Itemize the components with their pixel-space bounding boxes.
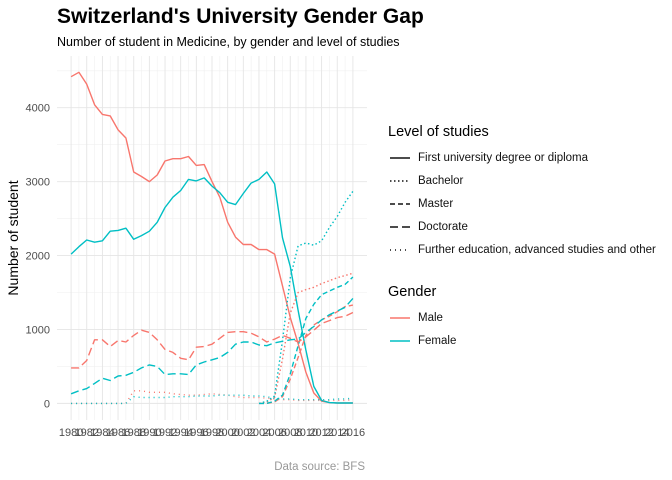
- chart-caption: Data source: BFS: [274, 461, 365, 473]
- x-tick-label: 1996: [184, 427, 208, 439]
- legend-item-level: Doctorate: [388, 215, 656, 238]
- x-tick-label: 1980: [59, 427, 83, 439]
- series-line-female: [70, 297, 354, 395]
- series-line-male: [70, 71, 353, 404]
- y-tick-label: 2000: [26, 251, 50, 263]
- series-line-female: [258, 190, 354, 405]
- legend-label: Bachelor: [418, 174, 464, 187]
- x-tick-label: 1994: [168, 427, 192, 439]
- legend-line-key: [390, 202, 410, 205]
- x-tick-label: 1982: [75, 427, 99, 439]
- legend-title-gender: Gender: [388, 284, 437, 300]
- legend-item-level: First university degree or diploma: [388, 146, 656, 169]
- legend-gender: Gender Male Female: [388, 284, 456, 352]
- legend-label: Female: [418, 334, 457, 347]
- series-line-female: [259, 276, 354, 405]
- chart-title: Switzerland's University Gender Gap: [57, 5, 424, 28]
- x-tick-label: 1984: [90, 427, 114, 439]
- legend-color-key: [390, 316, 410, 319]
- x-tick-label: 2000: [215, 427, 239, 439]
- legend-label: Master: [418, 197, 454, 210]
- legend-line-key: [390, 248, 410, 251]
- series-line-male: [259, 304, 354, 405]
- x-tick-label: 1992: [153, 427, 177, 439]
- x-tick-label: 2002: [231, 427, 255, 439]
- series-line-male: [71, 311, 354, 369]
- legend-item-level: Further education, advanced studies and …: [388, 238, 656, 261]
- y-tick-label: 1000: [26, 324, 50, 336]
- legend-item-level: Master: [388, 192, 656, 215]
- x-tick-label: 2014: [325, 427, 349, 439]
- legend-line-key: [390, 156, 410, 159]
- chart-subtitle: Number of student in Medicine, by gender…: [57, 35, 400, 49]
- legend-label: Male: [418, 311, 443, 324]
- x-tick-label: 2012: [309, 427, 333, 439]
- x-tick-label: 1990: [137, 427, 161, 439]
- legend-item-gender: Male: [388, 306, 456, 329]
- legend-item-gender: Female: [388, 329, 456, 352]
- y-axis-title: Number of student: [5, 180, 21, 295]
- x-tick-label: 1998: [200, 427, 224, 439]
- x-tick-label: 1986: [106, 427, 130, 439]
- series-line-male: [258, 272, 354, 405]
- legend-item-level: Bachelor: [388, 169, 656, 192]
- legend-color-key: [390, 339, 410, 342]
- x-tick-label: 1988: [121, 427, 145, 439]
- legend-line-key: [390, 179, 410, 182]
- legend-level-of-studies: Level of studies First university degree…: [388, 124, 656, 261]
- legend-label: Further education, advanced studies and …: [418, 243, 656, 256]
- legend-label: Doctorate: [418, 220, 468, 233]
- y-tick-label: 3000: [26, 177, 50, 189]
- x-tick-label: 2004: [247, 427, 271, 439]
- legend-label: First university degree or diploma: [418, 151, 589, 164]
- x-tick-label: 2008: [278, 427, 302, 439]
- legend-line-key: [390, 225, 410, 228]
- legend-title-level: Level of studies: [388, 124, 489, 140]
- x-tick-label: 2006: [262, 427, 286, 439]
- y-tick-label: 4000: [26, 103, 50, 115]
- x-tick-label: 2010: [294, 427, 318, 439]
- series-line-female: [70, 171, 353, 404]
- x-tick-label: 2016: [341, 427, 365, 439]
- y-tick-label: 0: [44, 398, 50, 410]
